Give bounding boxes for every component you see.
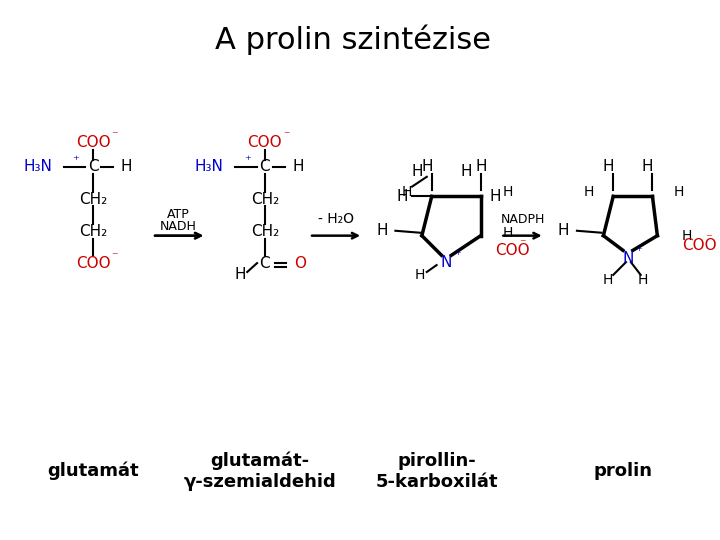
Text: H: H [557,223,569,238]
Text: C: C [88,159,99,174]
Text: H: H [603,159,614,174]
Text: H: H [235,267,246,282]
Text: CH₂: CH₂ [79,192,107,207]
Text: CH₂: CH₂ [251,192,279,207]
Text: H: H [411,164,423,179]
Text: ⁺: ⁺ [454,249,461,262]
Text: ⁻: ⁻ [705,232,711,245]
Text: - H₂O: - H₂O [318,212,354,226]
Text: ⁻: ⁻ [518,237,526,250]
Text: H: H [603,273,613,287]
Text: H: H [292,159,304,174]
Text: glutamát: glutamát [48,462,139,481]
Text: H: H [376,223,387,238]
Text: N: N [441,255,452,269]
Text: A prolin szintézise: A prolin szintézise [215,24,491,55]
Text: H₃N: H₃N [23,159,52,174]
Text: ⁺: ⁺ [72,153,79,167]
Text: prolin: prolin [593,462,652,480]
Text: CH₂: CH₂ [79,224,107,239]
Text: H: H [674,185,685,199]
Text: H: H [415,268,425,282]
Text: H: H [642,159,653,174]
Text: H: H [402,185,412,199]
Text: COO: COO [495,243,530,258]
Text: pirollin-
5-karboxilát: pirollin- 5-karboxilát [375,452,498,490]
Text: H: H [397,189,408,204]
Text: N: N [622,251,634,266]
Text: COO: COO [248,135,282,150]
Text: ⁻: ⁻ [112,250,118,263]
Text: ⁺: ⁺ [636,245,642,258]
Text: C: C [260,255,270,271]
Text: glutamát-
γ-szemialdehid: glutamát- γ-szemialdehid [184,451,336,491]
Text: COO: COO [76,255,111,271]
Text: H: H [460,164,472,179]
Text: CH₂: CH₂ [251,224,279,239]
Text: H: H [682,228,692,242]
Text: NADPH: NADPH [501,213,545,226]
Text: H₃N: H₃N [195,159,224,174]
Text: H: H [583,185,593,199]
Text: ⁺: ⁺ [244,153,251,167]
Text: ⁻: ⁻ [112,129,118,142]
Text: H: H [490,189,501,204]
Text: COO: COO [682,238,716,253]
Text: H: H [475,159,487,174]
Text: H: H [503,185,513,199]
Text: C: C [260,159,270,174]
Text: O: O [294,255,306,271]
Text: COO: COO [76,135,111,150]
Text: ⁻: ⁻ [283,129,290,142]
Text: NADH: NADH [160,220,197,233]
Text: H: H [637,273,648,287]
Text: ATP: ATP [167,208,190,221]
Text: H: H [421,159,433,174]
Text: H: H [121,159,132,174]
Text: H: H [503,226,513,240]
